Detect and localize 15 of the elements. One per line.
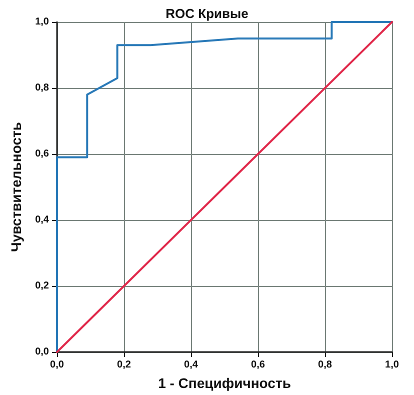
y-tick-label: 0,8 bbox=[35, 82, 50, 94]
chart-title: ROC Кривые bbox=[166, 6, 248, 21]
x-tick-label: 0,0 bbox=[50, 360, 64, 370]
x-tick-label: 0,8 bbox=[318, 360, 332, 370]
y-axis-title: Чувствительность bbox=[8, 122, 24, 252]
x-tick-label: 0,2 bbox=[117, 360, 132, 370]
y-tick-label: 1,0 bbox=[35, 16, 50, 28]
y-tick-label: 0,0 bbox=[35, 346, 50, 358]
x-axis-title: 1 - Специфичность bbox=[158, 375, 292, 391]
x-tick-label: 1,0 bbox=[385, 360, 400, 370]
y-tick-label: 0,2 bbox=[35, 280, 50, 292]
x-tick-label: 0,6 bbox=[251, 360, 266, 370]
y-tick-label: 0,6 bbox=[35, 148, 50, 160]
y-tick-label: 0,4 bbox=[35, 214, 50, 226]
x-tick-label: 0,4 bbox=[184, 360, 198, 370]
